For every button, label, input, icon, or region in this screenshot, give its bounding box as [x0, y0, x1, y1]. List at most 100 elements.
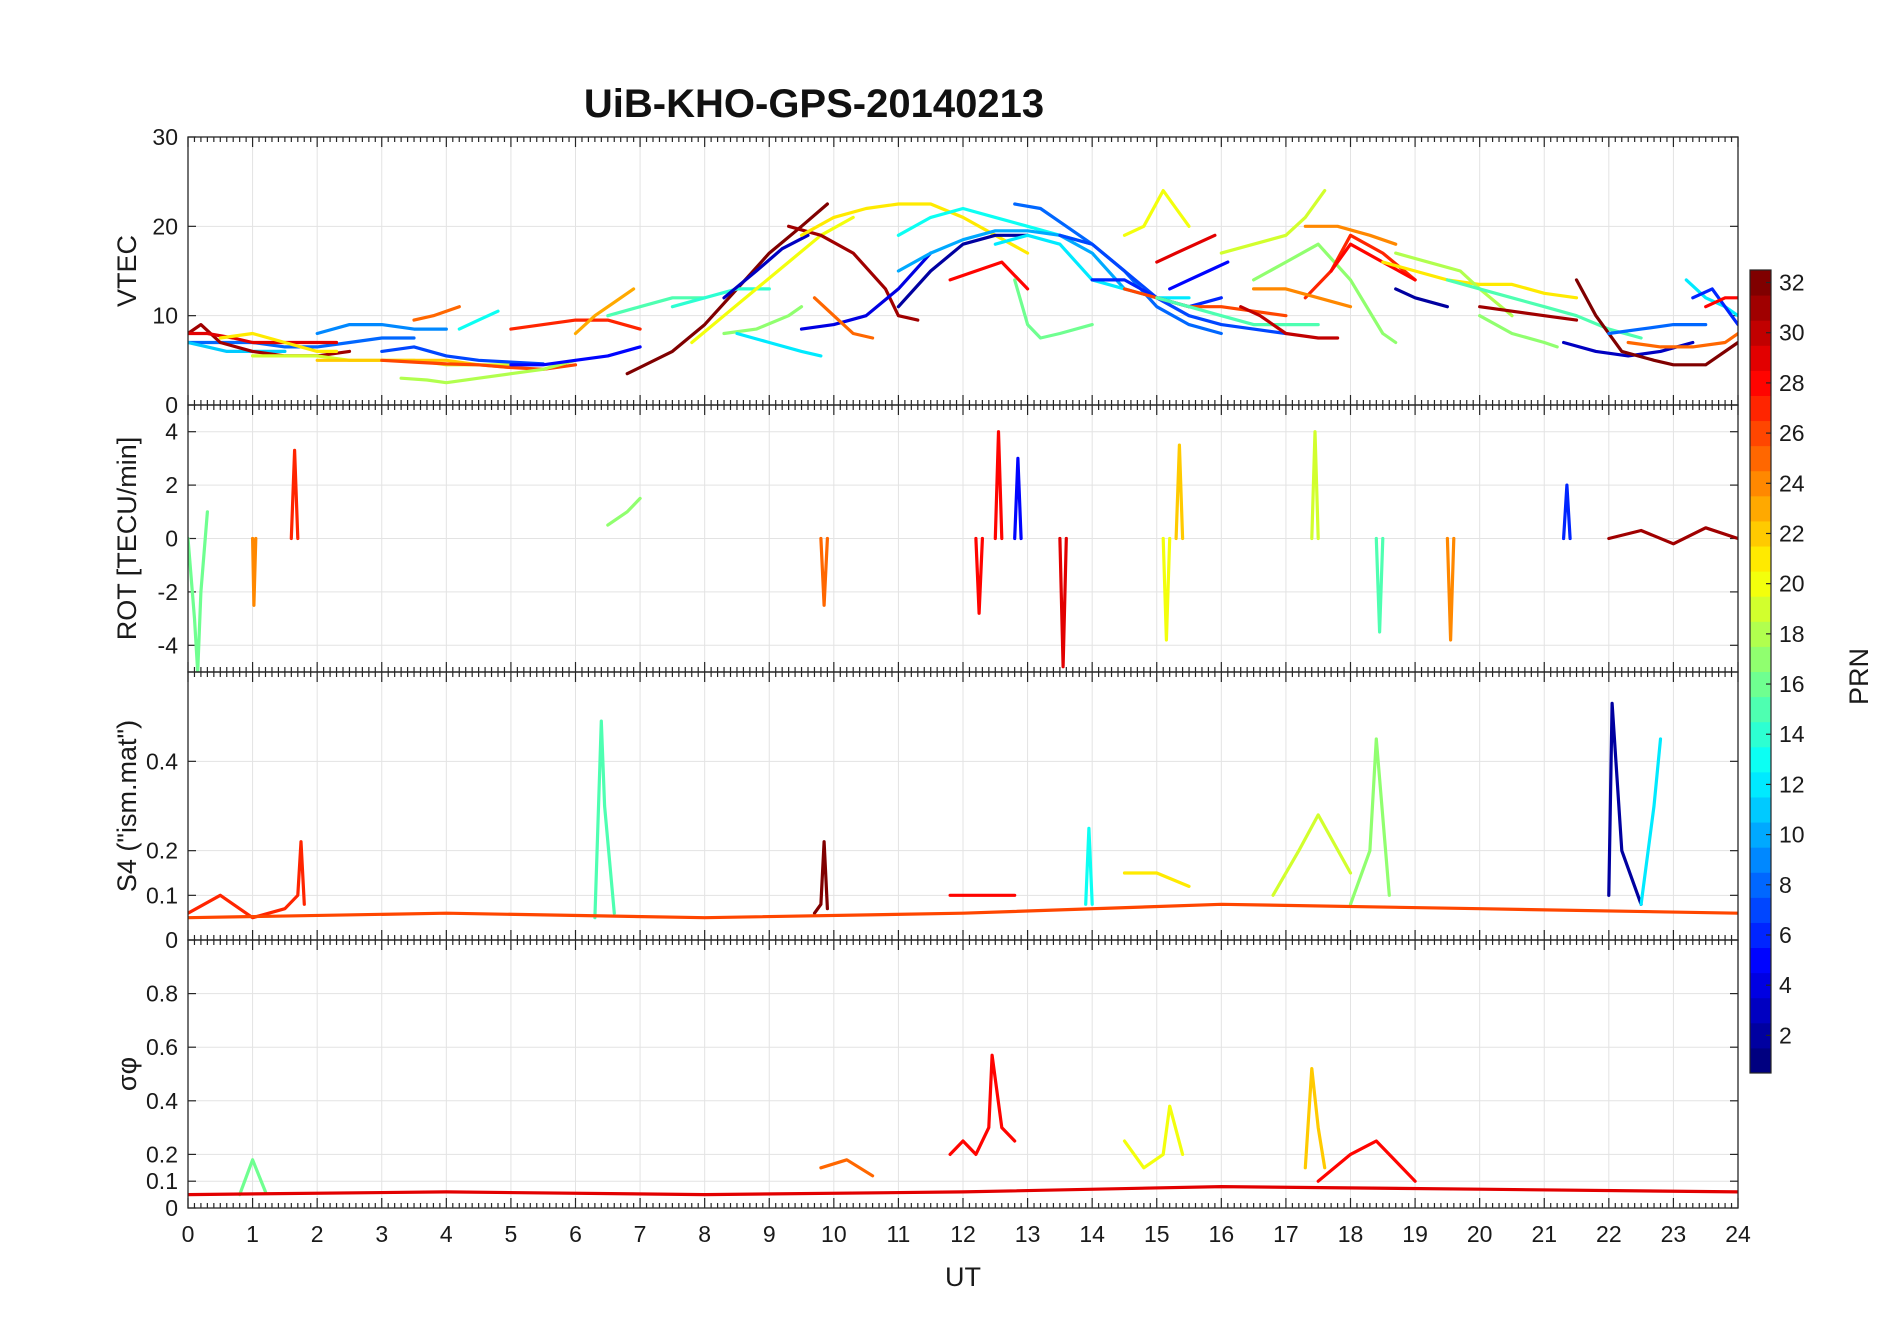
prn-27-trace — [509, 318, 642, 331]
x-tick-label: 20 — [1467, 1221, 1493, 1247]
prn-6-trace — [1691, 287, 1738, 327]
panel-1: 0 10 20 30 VTEC — [112, 124, 1739, 418]
colorbar-band — [1750, 696, 1771, 723]
prn-10-trace — [896, 229, 1127, 291]
prn-2-trace — [896, 233, 1030, 309]
series-group — [188, 189, 1738, 385]
prn-19-trace — [1219, 189, 1327, 255]
prn-17-trace — [606, 496, 642, 527]
prn-31-trace — [786, 224, 920, 322]
panel-3: 0 0.1 0.2 0.4S4 ("ism.mat") — [112, 671, 1739, 953]
colorbar-band — [1750, 872, 1771, 898]
colorbar-tick-label: 2 — [1779, 1022, 1792, 1048]
prn-17-trace — [1348, 737, 1391, 906]
colorbar-tick-label: 22 — [1779, 520, 1805, 546]
y-tick-label: 10 — [152, 303, 178, 329]
prn-2-trace — [1607, 701, 1643, 906]
x-tick-label: 19 — [1402, 1221, 1428, 1247]
x-tick-label: 10 — [821, 1221, 847, 1247]
x-tick-label: 21 — [1531, 1221, 1557, 1247]
colorbar-tick-label: 6 — [1779, 922, 1792, 948]
colorbar-tick-label: 28 — [1779, 370, 1805, 396]
y-tick-label: 0.8 — [146, 981, 178, 1007]
prn-14-trace — [670, 287, 771, 309]
prn-6-trace — [1561, 483, 1572, 541]
chart-title: UiB-KHO-GPS-20140213 — [584, 82, 1044, 126]
prn-7-trace — [1058, 233, 1288, 336]
colorbar-label: PRN — [1844, 648, 1874, 705]
y-tick-label: 4 — [165, 419, 178, 445]
prn-25-trace — [819, 1158, 875, 1178]
colorbar-band — [1750, 420, 1771, 447]
prn-27-trace — [188, 840, 306, 920]
y-axis-label: S4 ("ism.mat") — [112, 720, 142, 892]
y-tick-label: 0.2 — [146, 838, 178, 864]
prn-4-trace — [799, 251, 933, 331]
prn-24-trace — [1251, 287, 1353, 309]
y-tick-label: 20 — [152, 213, 178, 239]
prn-13-trace — [1084, 826, 1094, 906]
x-tick-label: 9 — [763, 1221, 776, 1247]
prn-18-trace — [399, 358, 578, 385]
prn-21-trace — [218, 331, 339, 353]
axes-frame — [187, 939, 1739, 1209]
colorbar-tick-label: 14 — [1779, 721, 1805, 747]
prn-16-trace — [1013, 278, 1094, 340]
prn-7-trace — [380, 345, 545, 366]
y-tick-label: 0.2 — [146, 1141, 178, 1167]
prn-12-trace — [735, 331, 823, 358]
prn-30-trace — [1239, 305, 1340, 340]
x-tick-label: 16 — [1209, 1221, 1235, 1247]
prn-20-trace — [1161, 536, 1172, 642]
y-tick-label: -2 — [158, 579, 178, 605]
prn-17-trace — [1478, 314, 1559, 349]
colorbar-band — [1750, 1022, 1771, 1049]
series-group — [188, 701, 1738, 920]
colorbar-band — [1750, 721, 1771, 748]
x-tick-label: 18 — [1338, 1221, 1364, 1247]
colorbar-tick-label: 10 — [1779, 822, 1805, 848]
colorbar-tick-label: 12 — [1779, 771, 1805, 797]
prn-20-trace — [1122, 189, 1191, 237]
prn-20-trace — [1122, 1104, 1185, 1170]
colorbar-band — [1750, 897, 1771, 923]
prn-27-trace — [1303, 233, 1417, 300]
x-tick-label: 2 — [311, 1221, 324, 1247]
x-tick-label: 11 — [886, 1221, 910, 1247]
colorbar-band — [1750, 1047, 1771, 1074]
x-tick-label: 4 — [440, 1221, 453, 1247]
x-axis-label: UT — [945, 1262, 981, 1292]
colorbar-band — [1750, 445, 1771, 472]
prn-32-trace — [812, 840, 830, 915]
x-tick-label: 14 — [1079, 1221, 1105, 1247]
y-axis-label: ROT [TECU/min] — [112, 437, 142, 641]
prn-31-trace — [1478, 305, 1579, 322]
x-tick-label: 3 — [375, 1221, 388, 1247]
prn-26-trace — [188, 902, 1738, 920]
x-tick-label: 7 — [634, 1221, 647, 1247]
prn-28-trace — [948, 1053, 1017, 1157]
colorbar-tick-label: 8 — [1779, 872, 1792, 898]
prn-5-trace — [1013, 456, 1023, 541]
x-tick-label: 6 — [569, 1221, 582, 1247]
prn-15-trace — [593, 719, 616, 920]
y-tick-label: 0.4 — [146, 1088, 178, 1114]
colorbar-band — [1750, 997, 1771, 1024]
prn-28-trace — [993, 430, 1004, 541]
prn-21-trace — [1381, 260, 1579, 300]
prn-28-trace — [1316, 1139, 1417, 1183]
prn-15-trace — [1374, 536, 1385, 634]
prn-5-trace — [1168, 260, 1230, 291]
y-tick-label: 0.4 — [146, 748, 178, 774]
prn-29-trace — [188, 1184, 1738, 1197]
colorbar-band — [1750, 822, 1771, 848]
colorbar-tick-label: 24 — [1779, 470, 1805, 496]
prn-24-trace — [251, 536, 258, 607]
colorbar-tick-label: 18 — [1779, 621, 1805, 647]
prn-15-trace — [606, 296, 707, 318]
prn-15-trace — [1445, 278, 1643, 340]
prn-16-trace — [238, 1158, 268, 1197]
prn-19-trace — [1271, 813, 1353, 897]
